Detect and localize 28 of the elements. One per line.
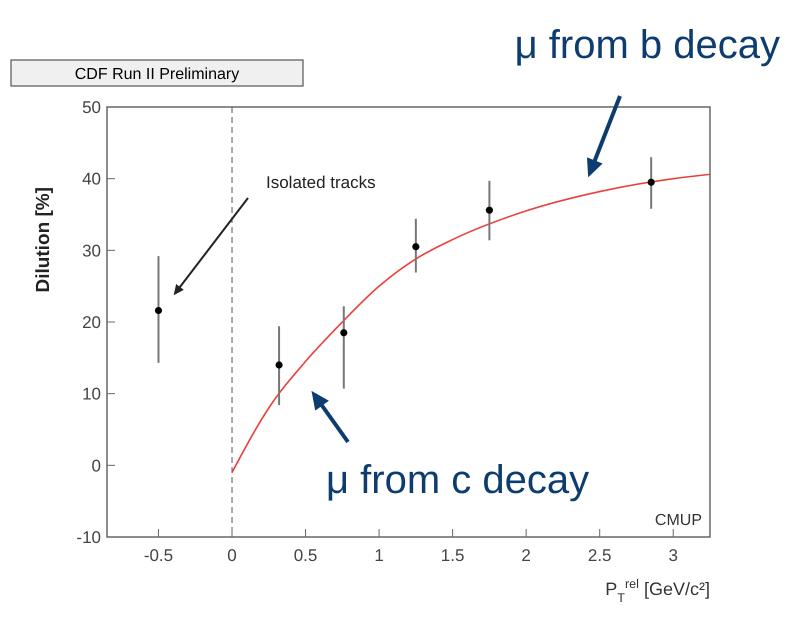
x-tick-label: 0 [227,546,237,565]
y-axis-title: Dilution [%] [33,187,54,293]
y-tick-label: -10 [76,528,101,547]
y-tick-label: 0 [92,456,101,476]
x-axis-title: P$_{T}$$^{rel}$ [GeV/c²] [605,577,710,605]
y-tick-label: 10 [82,384,101,404]
x-tick-label: 2 [521,546,531,565]
point [276,361,283,369]
y-tick-label: 50 [82,98,101,117]
text: CDF Run II Preliminary [74,66,240,83]
annotation: μ from c decay [326,458,590,502]
annotation: Isolated tracks [266,173,376,192]
x-tick-label: 3 [668,546,678,565]
annotation: CMUP [654,512,702,529]
x-tick-label: 1.5 [440,546,464,565]
x-tick-label: 0.5 [294,546,318,565]
point [340,329,348,336]
y-tick-label: 30 [82,241,101,260]
y-tick-label: 20 [82,313,101,332]
x-tick-label: 2.5 [588,546,612,565]
point [486,206,493,214]
x-tick-label: -0.5 [144,546,174,565]
y-tick-label: 40 [82,170,101,189]
x-tick-label: 1 [374,546,384,565]
point [412,243,420,250]
text: μ from b decay [514,23,780,67]
point [648,178,655,186]
point [154,306,162,314]
